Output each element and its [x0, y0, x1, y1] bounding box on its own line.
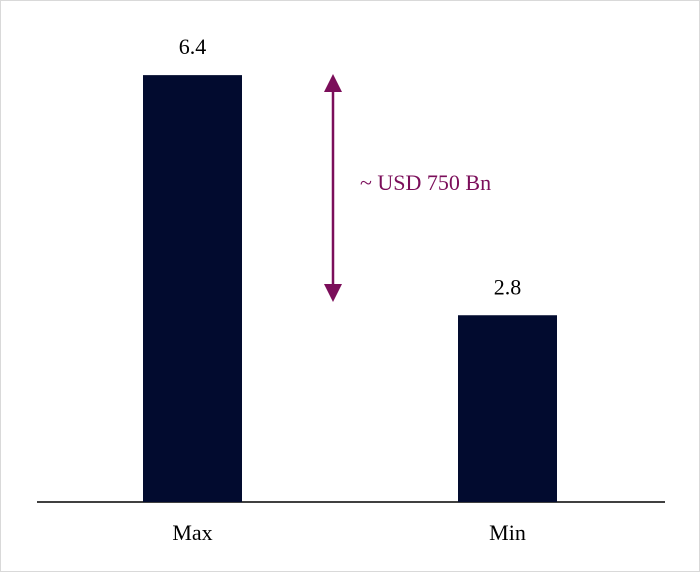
bar	[143, 75, 242, 503]
value-label: 6.4	[179, 34, 207, 59]
x-tick-label: Min	[489, 520, 526, 545]
arrow-head	[324, 74, 342, 92]
x-tick-label: Max	[172, 520, 212, 545]
bar	[458, 315, 557, 502]
annotation: ~ USD 750 Bn	[360, 170, 491, 195]
arrow-head	[324, 284, 342, 302]
value-label: 2.8	[494, 274, 522, 299]
difference-arrow	[324, 74, 342, 302]
